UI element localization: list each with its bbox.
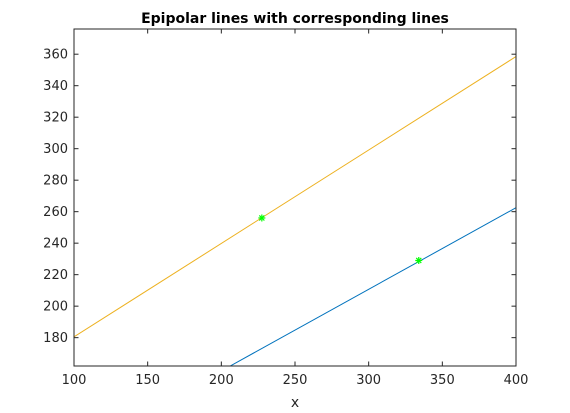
x-axis-label: x xyxy=(291,395,299,411)
x-tick-label: 200 xyxy=(209,373,234,388)
y-tick-label: 200 xyxy=(43,300,68,315)
y-tick-label: 260 xyxy=(43,205,68,220)
axes-layer xyxy=(73,28,517,367)
x-tick-label: 400 xyxy=(504,373,529,388)
corresponding-point-marker xyxy=(258,214,266,222)
corresponding-point-marker xyxy=(415,256,423,264)
y-tick-label: 240 xyxy=(43,237,68,252)
epipolar-line-1 xyxy=(74,56,516,338)
x-tick-label: 350 xyxy=(430,373,455,388)
y-tick-label: 220 xyxy=(43,268,68,283)
y-tick-label: 360 xyxy=(43,48,68,63)
y-tick-label: 320 xyxy=(43,111,68,126)
x-tick-label: 150 xyxy=(135,373,160,388)
x-axis-ticks: 100 150 200 250 300 350 400 xyxy=(62,29,529,388)
x-tick-label: 300 xyxy=(356,373,381,388)
x-tick-label: 100 xyxy=(62,373,87,388)
x-tick-label: 250 xyxy=(283,373,308,388)
series-layer xyxy=(74,56,516,366)
y-tick-label: 280 xyxy=(43,174,68,189)
chart-title: Epipolar lines with corresponding lines xyxy=(141,11,449,27)
y-tick-label: 340 xyxy=(43,79,68,94)
y-tick-label: 180 xyxy=(43,331,68,346)
axes-box xyxy=(73,28,517,367)
y-axis-ticks: 180 200 220 240 260 280 300 320 340 360 xyxy=(43,48,516,346)
epipolar-line-2 xyxy=(229,207,516,366)
y-tick-label: 300 xyxy=(43,142,68,157)
